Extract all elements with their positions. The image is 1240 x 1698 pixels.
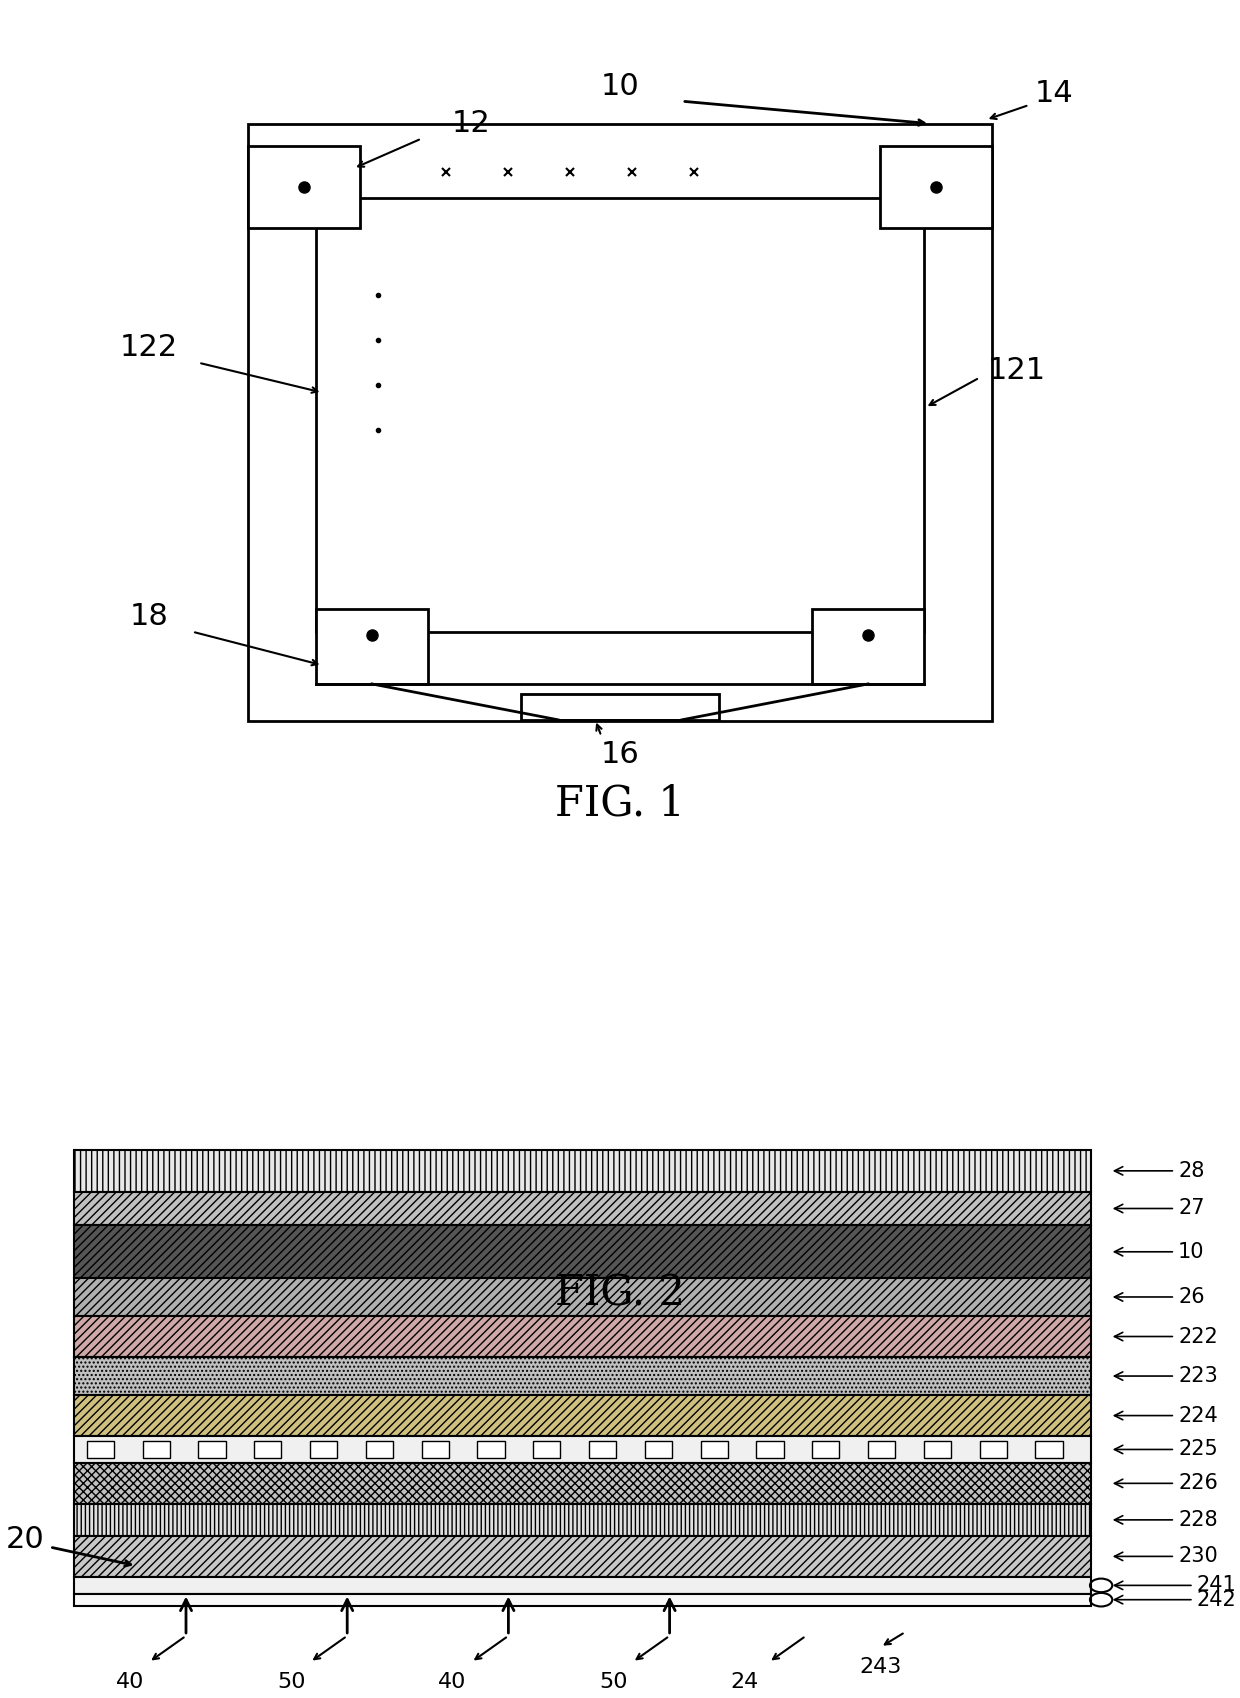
Text: 224: 224 <box>1115 1406 1218 1426</box>
Bar <box>924 1442 951 1459</box>
Bar <box>74 1394 1091 1437</box>
Bar <box>366 1442 393 1459</box>
Text: 27: 27 <box>1115 1199 1204 1219</box>
Text: 18: 18 <box>129 603 169 632</box>
Bar <box>74 1504 1091 1535</box>
Bar <box>74 1279 1091 1316</box>
Text: 230: 230 <box>1115 1547 1218 1566</box>
Text: 16: 16 <box>600 740 640 769</box>
Bar <box>74 1316 1091 1357</box>
Bar <box>74 1357 1091 1394</box>
Bar <box>1035 1442 1063 1459</box>
Text: 40: 40 <box>117 1673 144 1691</box>
Text: 50: 50 <box>278 1673 305 1691</box>
Text: 225: 225 <box>1115 1440 1218 1460</box>
Bar <box>74 1226 1091 1279</box>
Bar <box>316 199 924 632</box>
Bar <box>248 124 992 722</box>
Bar <box>74 1437 1091 1462</box>
Text: 122: 122 <box>120 333 177 362</box>
Bar <box>589 1442 616 1459</box>
Bar <box>74 1192 1091 1226</box>
Bar <box>74 1462 1091 1504</box>
Text: FIG. 1: FIG. 1 <box>556 783 684 825</box>
Text: 20: 20 <box>6 1525 45 1554</box>
Text: 50: 50 <box>600 1673 627 1691</box>
Bar <box>521 694 719 720</box>
Bar <box>980 1442 1007 1459</box>
Text: 10: 10 <box>1115 1241 1204 1262</box>
Text: 223: 223 <box>1115 1367 1218 1386</box>
Text: 24: 24 <box>730 1673 758 1691</box>
Bar <box>645 1442 672 1459</box>
Text: 14: 14 <box>1034 80 1074 109</box>
Bar <box>316 610 428 684</box>
Bar <box>701 1442 728 1459</box>
Text: 241: 241 <box>1115 1576 1236 1596</box>
Bar <box>477 1442 505 1459</box>
Bar <box>74 1535 1091 1577</box>
Bar <box>74 1577 1091 1594</box>
Text: 222: 222 <box>1115 1326 1218 1347</box>
Bar <box>248 146 360 228</box>
Text: 228: 228 <box>1115 1510 1218 1530</box>
Text: 12: 12 <box>451 109 491 138</box>
Text: 121: 121 <box>988 355 1045 385</box>
Bar <box>143 1442 170 1459</box>
Bar <box>310 1442 337 1459</box>
Text: 242: 242 <box>1115 1589 1236 1610</box>
Text: 243: 243 <box>859 1657 901 1678</box>
Bar <box>74 1594 1091 1606</box>
Text: FIG. 2: FIG. 2 <box>556 1272 684 1314</box>
Bar <box>87 1442 114 1459</box>
Text: 226: 226 <box>1115 1474 1218 1493</box>
Bar <box>812 1442 839 1459</box>
Bar <box>812 610 924 684</box>
Text: 40: 40 <box>439 1673 466 1691</box>
Bar <box>533 1442 560 1459</box>
Bar <box>422 1442 449 1459</box>
Text: 10: 10 <box>600 71 640 100</box>
Bar <box>880 146 992 228</box>
Bar <box>74 1150 1091 1192</box>
Text: 26: 26 <box>1115 1287 1204 1307</box>
Bar <box>198 1442 226 1459</box>
Bar <box>868 1442 895 1459</box>
Text: 28: 28 <box>1115 1161 1204 1180</box>
Bar <box>254 1442 281 1459</box>
Bar <box>756 1442 784 1459</box>
